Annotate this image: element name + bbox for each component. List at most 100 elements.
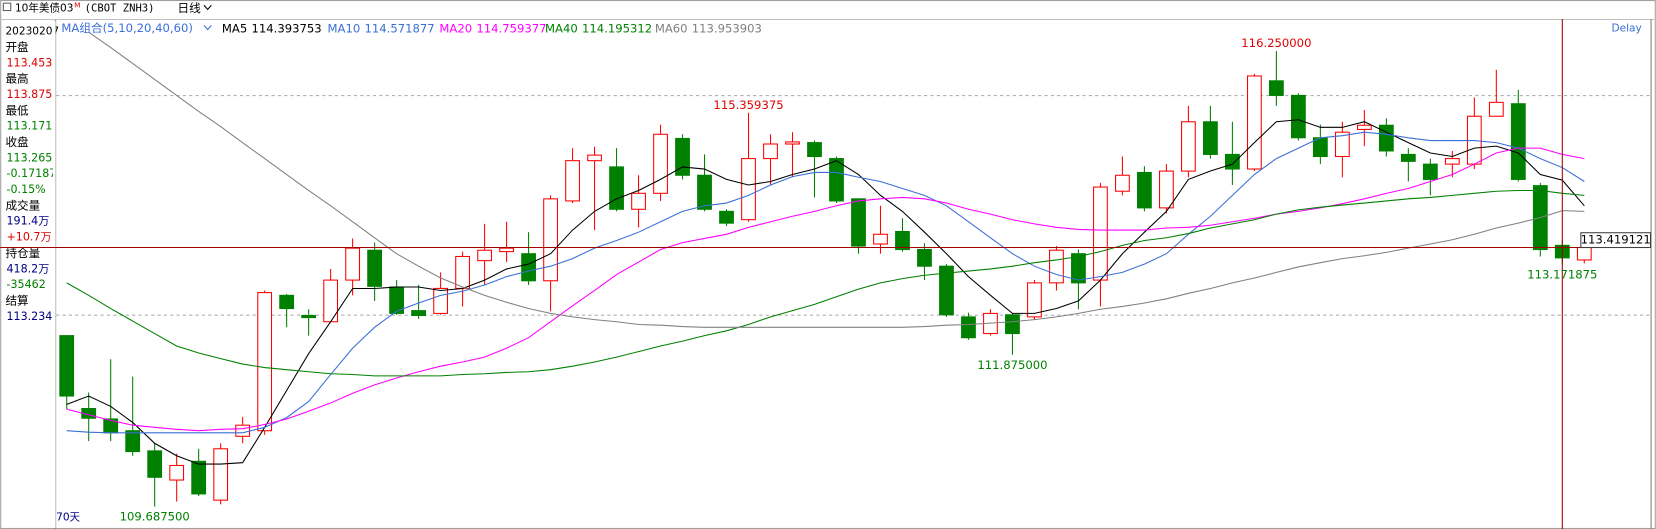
candle-body xyxy=(147,450,163,478)
candle-body xyxy=(741,158,756,221)
candle-body xyxy=(631,192,646,210)
candle-body xyxy=(301,314,317,319)
candle-body xyxy=(917,249,932,267)
candle-body xyxy=(1027,282,1042,318)
period[interactable]: 日线 xyxy=(178,1,202,15)
legend-item: MA10 114.571877 xyxy=(328,21,435,35)
panel-label: 最高 xyxy=(5,72,28,86)
panel-label: 开盘 xyxy=(5,40,29,54)
candle-body xyxy=(1071,253,1086,284)
legend-item: MA5 114.393753 xyxy=(222,21,322,35)
candle-body xyxy=(1159,170,1174,209)
extreme-label: 109.687500 xyxy=(120,510,190,524)
duration: 70天 xyxy=(56,511,80,523)
panel-value: 113.875 xyxy=(7,88,53,101)
panel-value: -0.17187 xyxy=(7,167,57,180)
candle-body xyxy=(1093,186,1108,281)
candle-body xyxy=(169,464,185,481)
candle-body xyxy=(1203,121,1218,155)
panel-label: 成交量 xyxy=(5,198,40,212)
panel-mask xyxy=(52,21,56,528)
panel-value: -35462 xyxy=(7,278,46,291)
candle-body xyxy=(1334,131,1350,158)
indicator[interactable]: MA组合(5,10,20,40,60) xyxy=(61,21,192,35)
candle-body xyxy=(257,292,273,432)
symbol-name[interactable]: 10年美债03 xyxy=(15,1,73,14)
ma-line xyxy=(66,119,1585,465)
header: 10年美债03 M (CBOT ZNH3) 日线 MA组合(5,10,20,40… xyxy=(2,0,1642,35)
icon xyxy=(2,2,12,12)
candle-body xyxy=(1444,158,1460,165)
candle-body xyxy=(345,247,361,281)
candle-body xyxy=(829,158,844,202)
extreme-label: 115.359375 xyxy=(713,98,783,112)
chevron xyxy=(203,4,212,11)
plot-area xyxy=(59,31,1592,507)
candle-body xyxy=(1005,314,1020,335)
ma-line xyxy=(66,131,1585,434)
candle-body xyxy=(587,154,602,162)
panel-value: 113.265 xyxy=(7,151,53,164)
candle-body xyxy=(1290,94,1306,139)
candle-body xyxy=(653,133,668,194)
candle-body xyxy=(521,253,536,282)
panel-value: 113.453 xyxy=(7,56,53,69)
candle-body xyxy=(1356,124,1372,130)
candle-body xyxy=(125,430,141,453)
candle-body xyxy=(565,160,580,202)
candle-body xyxy=(1422,163,1438,180)
candle-body xyxy=(939,265,954,316)
legend-value: 114.571877 xyxy=(364,21,434,35)
candle-body xyxy=(675,137,690,176)
legend-name: MA60 xyxy=(655,21,688,35)
candle-body xyxy=(1378,124,1394,152)
candle-body xyxy=(807,142,822,158)
candle-body xyxy=(609,166,624,210)
legend-name: MA10 xyxy=(328,21,361,35)
candle-body xyxy=(367,249,383,287)
candle-body xyxy=(191,460,207,495)
candle-body xyxy=(433,287,448,314)
legend-value: 113.953903 xyxy=(692,21,762,35)
candle-body xyxy=(499,247,514,253)
panel-label: 最低 xyxy=(5,103,29,117)
candle-body xyxy=(411,310,427,317)
legend-item: MA40 114.195312 xyxy=(545,21,652,35)
candle-body xyxy=(477,249,492,262)
candle-body xyxy=(543,198,558,282)
chevron xyxy=(203,24,212,31)
candle-body xyxy=(323,279,339,323)
legend-value: 114.195312 xyxy=(582,21,652,35)
extreme-label: 116.250000 xyxy=(1241,36,1311,50)
candle-body xyxy=(1049,249,1064,284)
panel-value: 418.2万 xyxy=(7,262,50,275)
legend-name: MA5 xyxy=(222,21,247,35)
legend-name: MA20 xyxy=(439,21,472,35)
panel-label: 结算 xyxy=(5,293,28,307)
candle-body xyxy=(763,143,778,160)
candle-body xyxy=(785,141,800,145)
candle-body xyxy=(1268,80,1284,96)
ma-line xyxy=(66,189,1585,377)
candle-body xyxy=(697,174,712,210)
candle-body xyxy=(59,335,75,397)
legend-item: MA60 113.953903 xyxy=(655,21,762,35)
candle-body xyxy=(719,210,734,224)
symbol-code: (CBOT ZNH3) xyxy=(85,2,155,14)
legend-item: MA20 114.759377 xyxy=(439,21,546,35)
candle-body xyxy=(235,424,251,437)
panel-value: 113.234 xyxy=(7,310,53,323)
panel-value: +10.7万 xyxy=(7,231,52,244)
candle-body xyxy=(1488,101,1504,117)
candle-body xyxy=(1181,121,1196,172)
candle-body xyxy=(279,294,295,310)
price-box xyxy=(1580,232,1652,249)
candle-body xyxy=(873,233,888,245)
candle-body xyxy=(1115,174,1130,192)
legend-name: MA40 xyxy=(545,21,578,35)
candle-body xyxy=(213,448,229,501)
candle-body xyxy=(1576,246,1592,261)
legend-value: 114.393753 xyxy=(252,21,322,35)
